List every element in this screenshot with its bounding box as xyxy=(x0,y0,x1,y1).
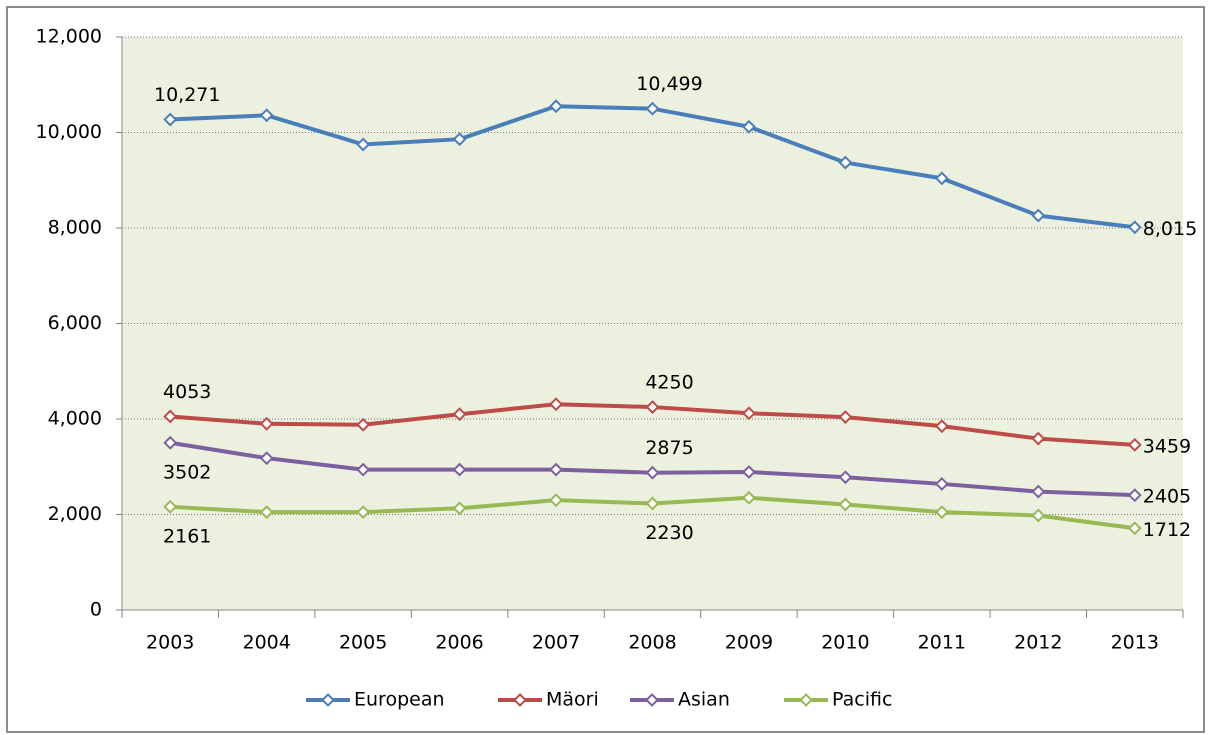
point-marker xyxy=(742,465,756,479)
data-label: 4250 xyxy=(645,372,693,394)
point-marker xyxy=(163,409,178,424)
x-tick-label: 2010 xyxy=(821,632,869,654)
point-marker xyxy=(452,462,467,477)
point-marker xyxy=(356,462,371,477)
legend-label: European xyxy=(354,689,445,711)
point-marker xyxy=(1031,208,1046,223)
point-marker xyxy=(838,497,853,512)
point-marker xyxy=(645,101,660,116)
point-marker xyxy=(742,406,756,421)
point-marker xyxy=(259,108,274,123)
data-label: 10,271 xyxy=(154,84,220,106)
data-label: 1712 xyxy=(1143,519,1191,541)
point-marker xyxy=(838,155,853,170)
point-marker xyxy=(452,501,467,516)
data-label: 3502 xyxy=(163,461,211,483)
x-tick-label: 2011 xyxy=(918,632,966,654)
point-marker xyxy=(356,137,371,152)
data-label: 2161 xyxy=(163,525,211,547)
x-tick-label: 2009 xyxy=(725,632,773,654)
point-marker xyxy=(259,505,274,520)
point-marker xyxy=(645,400,660,414)
point-marker xyxy=(1031,508,1046,523)
data-label: 8,015 xyxy=(1143,218,1197,240)
point-marker xyxy=(934,419,949,434)
legend-marker xyxy=(321,693,335,707)
point-marker xyxy=(356,417,371,432)
data-label: 2875 xyxy=(645,437,693,459)
x-tick-label: 2008 xyxy=(628,632,676,654)
legend-label: Asian xyxy=(678,689,730,711)
x-tick-label: 2007 xyxy=(532,632,580,654)
point-marker xyxy=(549,462,563,477)
point-marker xyxy=(356,505,371,520)
legend-label: Pacific xyxy=(832,689,892,711)
x-tick-label: 2012 xyxy=(1014,632,1062,654)
legend-marker xyxy=(645,693,659,707)
point-marker xyxy=(549,99,563,114)
y-tick-label: 0 xyxy=(90,599,102,621)
legend-marker xyxy=(513,693,527,707)
legend-marker xyxy=(799,693,813,707)
point-marker xyxy=(1127,437,1142,452)
point-marker xyxy=(742,490,756,505)
point-marker xyxy=(549,397,563,412)
point-marker xyxy=(838,410,853,425)
point-marker xyxy=(452,407,467,422)
point-marker xyxy=(645,496,660,511)
point-marker xyxy=(259,416,274,431)
data-label: 4053 xyxy=(163,381,211,403)
legend-label: Mäori xyxy=(546,689,599,711)
point-marker xyxy=(163,435,178,450)
point-marker xyxy=(934,477,949,491)
point-marker xyxy=(259,451,274,466)
x-tick-label: 2004 xyxy=(243,632,291,654)
point-marker xyxy=(1127,220,1142,235)
point-marker xyxy=(1127,521,1142,536)
y-tick-label: 10,000 xyxy=(36,121,102,143)
x-tick-label: 2005 xyxy=(339,632,387,654)
x-tick-label: 2003 xyxy=(146,632,194,654)
x-tick-label: 2006 xyxy=(435,632,483,654)
point-marker xyxy=(1127,488,1142,503)
x-tick-label: 2013 xyxy=(1111,632,1159,654)
y-tick-label: 8,000 xyxy=(48,217,102,239)
point-marker xyxy=(549,493,563,508)
point-marker xyxy=(934,171,949,186)
point-marker xyxy=(452,132,467,147)
point-marker xyxy=(934,505,949,520)
data-label: 10,499 xyxy=(636,73,702,95)
data-label: 2230 xyxy=(645,522,693,544)
point-marker xyxy=(163,112,178,127)
point-marker xyxy=(838,470,853,485)
y-tick-label: 12,000 xyxy=(36,26,102,48)
point-marker xyxy=(742,119,756,134)
data-label: 2405 xyxy=(1143,486,1191,508)
y-tick-label: 2,000 xyxy=(48,503,102,525)
point-marker xyxy=(163,499,178,514)
point-marker xyxy=(645,465,660,480)
y-tick-label: 4,000 xyxy=(48,408,102,430)
point-marker xyxy=(1031,484,1046,499)
point-marker xyxy=(1031,431,1046,446)
data-label: 3459 xyxy=(1143,435,1191,457)
y-tick-label: 6,000 xyxy=(48,312,102,334)
